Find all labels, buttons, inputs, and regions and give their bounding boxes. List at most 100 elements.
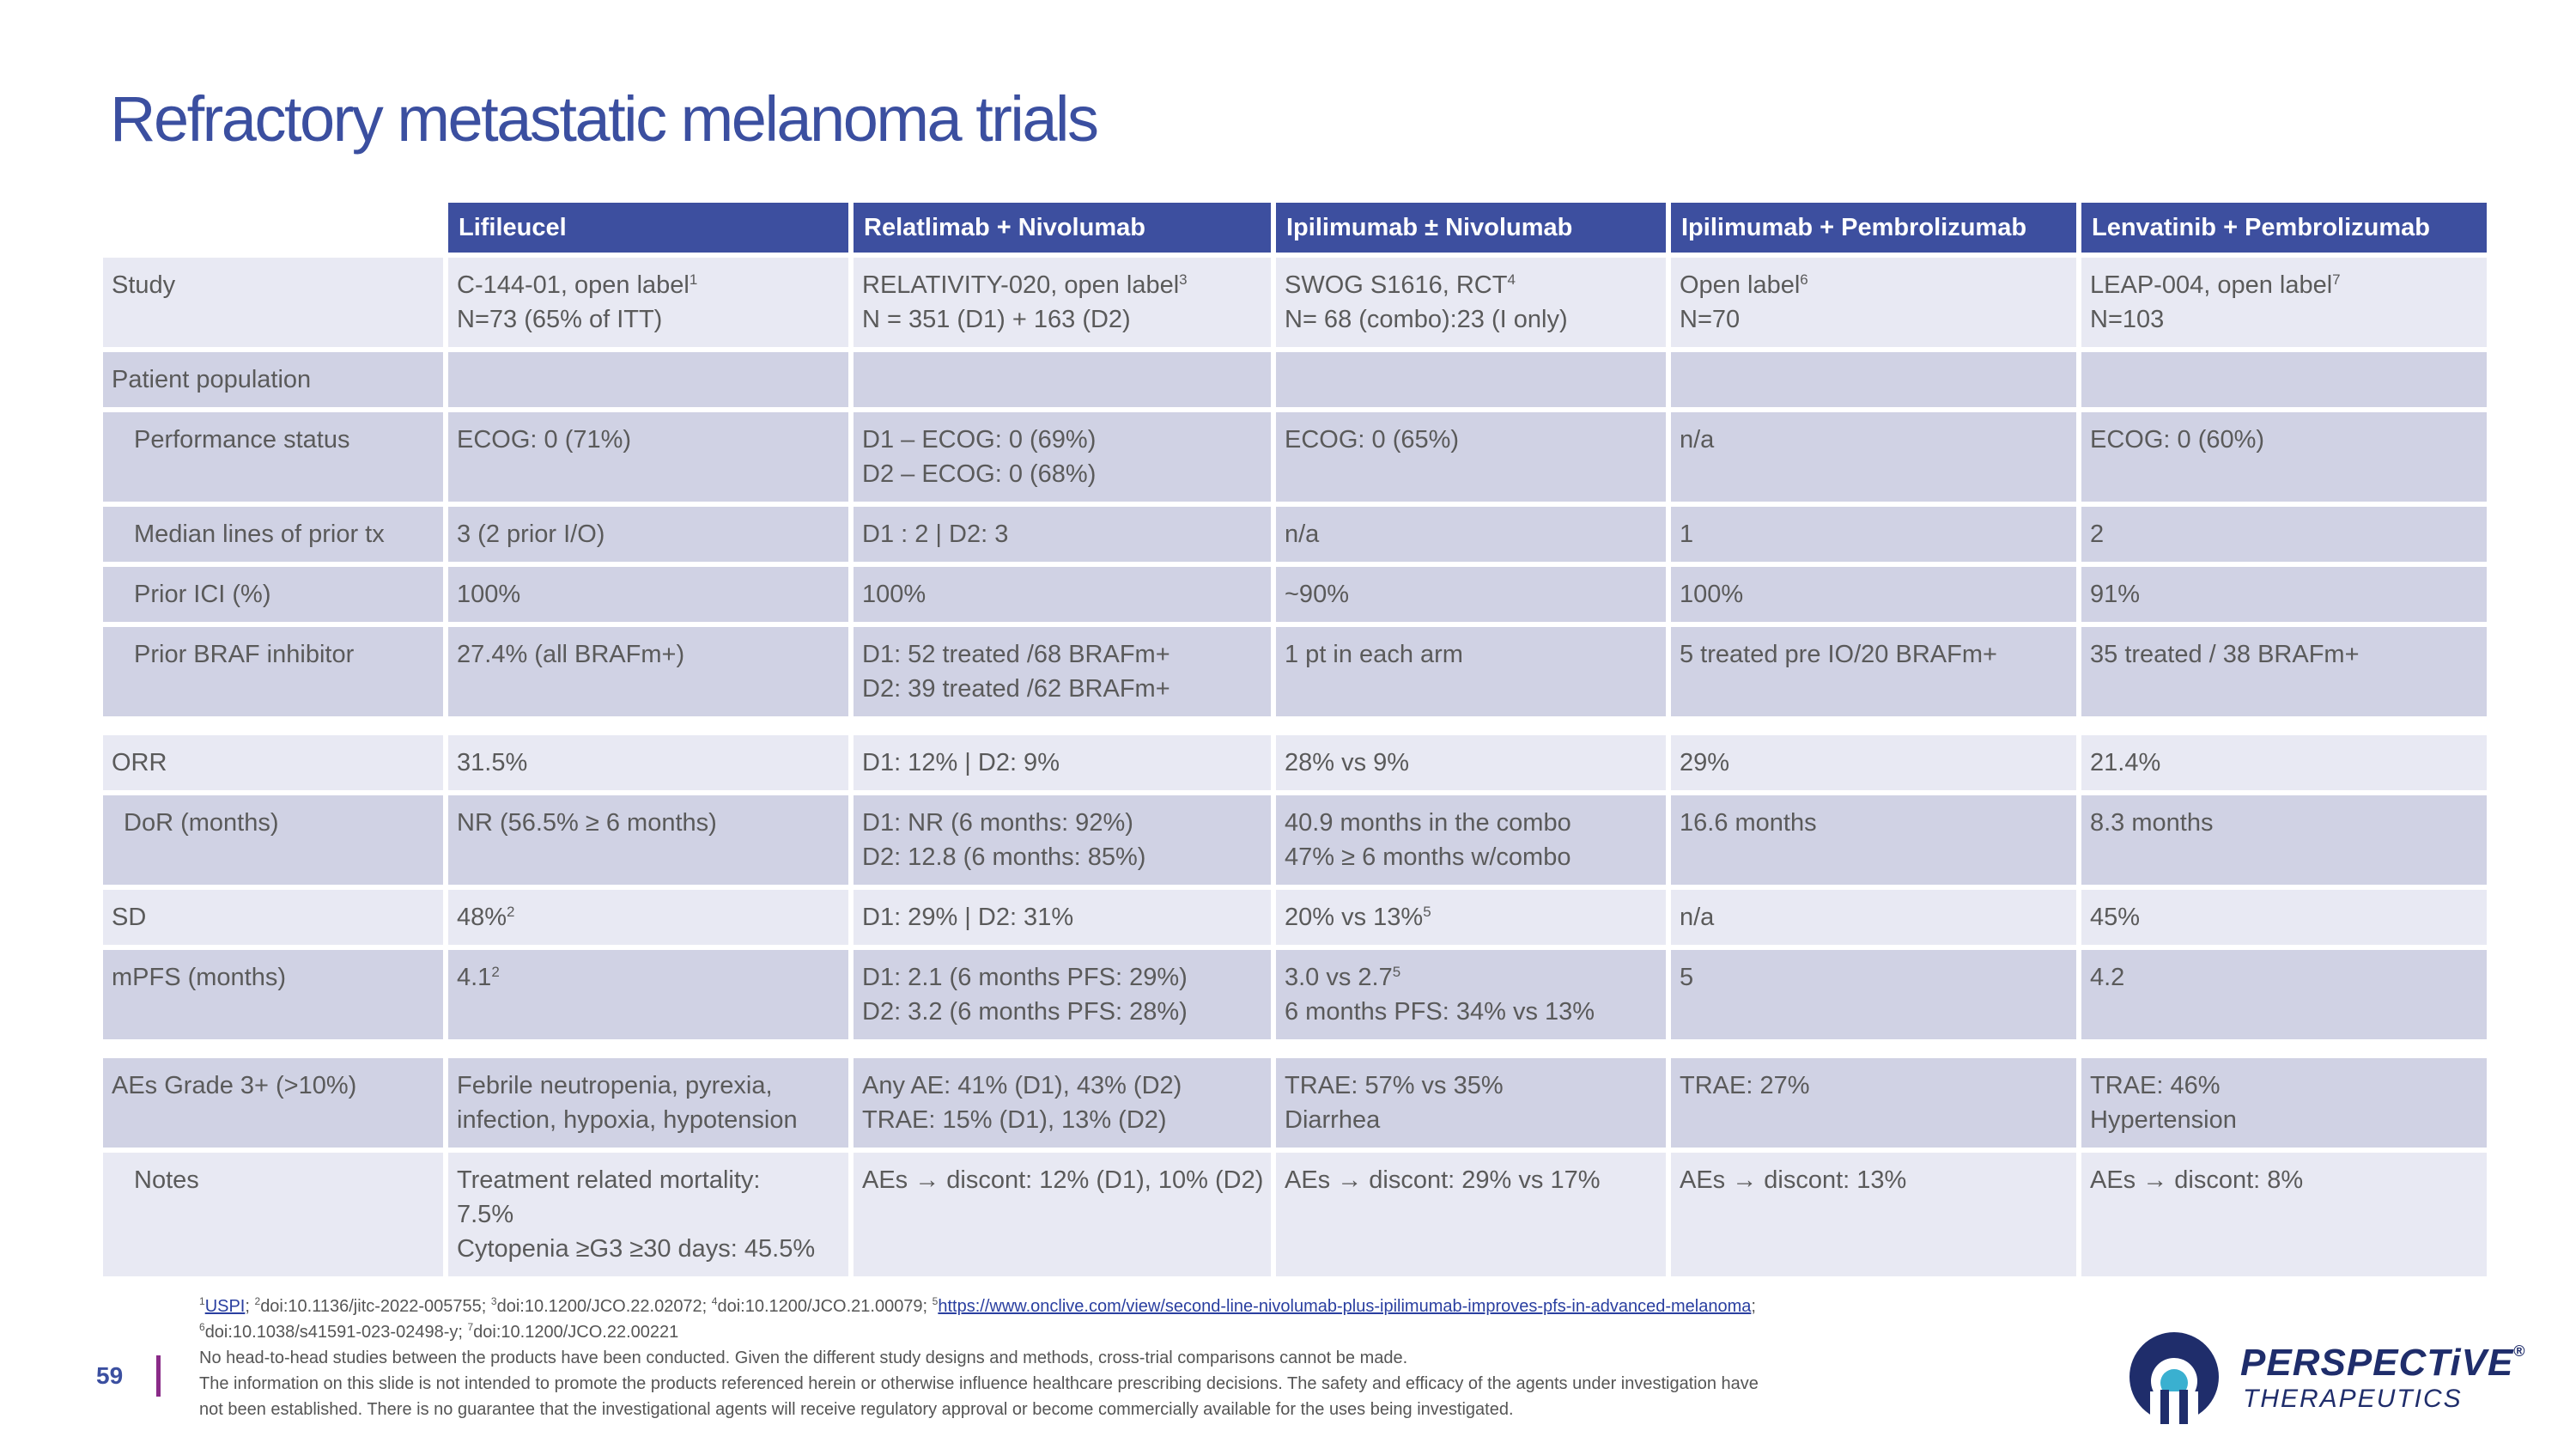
row-spacer — [103, 1044, 2487, 1053]
table-cell: Open label6 N=70 — [1671, 258, 2076, 347]
row-label: Patient population — [103, 352, 443, 407]
table-cell: 48%2 — [448, 890, 848, 945]
table-cell: 28% vs 9% — [1276, 735, 1666, 790]
table-cell: 16.6 months — [1671, 795, 2076, 885]
logo-name: PERSPECTiVE® — [2240, 1342, 2526, 1384]
table-header-row: Lifileucel Relatlimab + Nivolumab Ipilim… — [103, 203, 2487, 253]
table-row-dor: DoR (months) NR (56.5% ≥ 6 months) D1: N… — [103, 795, 2487, 885]
table-cell: RELATIVITY-020, open label3 N = 351 (D1) … — [854, 258, 1271, 347]
table-cell: 1 pt in each arm — [1276, 627, 1666, 716]
row-label: SD — [103, 890, 443, 945]
disclaimer: No head-to-head studies between the prod… — [199, 1349, 1408, 1367]
table-cell: AEs → discont: 12% (D1), 10% (D2) — [854, 1153, 1271, 1276]
col-header-lenvatinib-pembrolizumab: Lenvatinib + Pembrolizumab — [2081, 203, 2487, 253]
table-cell: 8.3 months — [2081, 795, 2487, 885]
table-cell: 100% — [448, 567, 848, 622]
table-cell: D1 – ECOG: 0 (69%) D2 – ECOG: 0 (68%) — [854, 412, 1271, 502]
page-number: 59 — [96, 1362, 124, 1389]
table-cell: C-144-01, open label1 N=73 (65% of ITT) — [448, 258, 848, 347]
table-cell: 35 treated / 38 BRAFm+ — [2081, 627, 2487, 716]
page-divider — [156, 1355, 161, 1397]
table-cell: TRAE: 27% — [1671, 1058, 2076, 1148]
logo-subtitle: THERAPEUTICS — [2243, 1385, 2463, 1413]
table-cell: ~90% — [1276, 567, 1666, 622]
table-cell: AEs → discont: 8% — [2081, 1153, 2487, 1276]
table-cell: D1: 12% | D2: 9% — [854, 735, 1271, 790]
table-cell: 100% — [1671, 567, 2076, 622]
table-cell: TRAE: 46% Hypertension — [2081, 1058, 2487, 1148]
table-cell: Febrile neutropenia, pyrexia, infection, … — [448, 1058, 848, 1148]
row-label: DoR (months) — [103, 795, 443, 885]
table-cell: 4.12 — [448, 950, 848, 1039]
table-row-braf: Prior BRAF inhibitor 27.4% (all BRAFm+) … — [103, 627, 2487, 716]
disclaimer: The information on this slide is not int… — [199, 1374, 1759, 1393]
col-header-lifileucel: Lifileucel — [448, 203, 848, 253]
company-logo: PERSPECTiVE® THERAPEUTICS — [2124, 1330, 2537, 1424]
row-label: Median lines of prior tx — [103, 507, 443, 562]
table-cell: 31.5% — [448, 735, 848, 790]
table-cell: 4.2 — [2081, 950, 2487, 1039]
table-cell: LEAP-004, open label7 N=103 — [2081, 258, 2487, 347]
col-header-ipilimumab-pembrolizumab: Ipilimumab + Pembrolizumab — [1671, 203, 2076, 253]
row-label: Prior ICI (%) — [103, 567, 443, 622]
table-row-study: Study C-144-01, open label1 N=73 (65% of … — [103, 258, 2487, 347]
table-cell: 1 — [1671, 507, 2076, 562]
table-row-lines: Median lines of prior tx 3 (2 prior I/O)… — [103, 507, 2487, 562]
table-cell: 21.4% — [2081, 735, 2487, 790]
table-cell: D1: NR (6 months: 92%) D2: 12.8 (6 months… — [854, 795, 1271, 885]
table-cell: SWOG S1616, RCT4 N= 68 (combo):23 (I only… — [1276, 258, 1666, 347]
table-row-population: Patient population — [103, 352, 2487, 407]
table-cell: 3 (2 prior I/O) — [448, 507, 848, 562]
row-label: mPFS (months) — [103, 950, 443, 1039]
row-label: Prior BRAF inhibitor — [103, 627, 443, 716]
trials-table: Lifileucel Relatlimab + Nivolumab Ipilim… — [98, 198, 2492, 1282]
table-cell: 27.4% (all BRAFm+) — [448, 627, 848, 716]
table-row-aes: AEs Grade 3+ (>10%) Febrile neutropenia,… — [103, 1058, 2487, 1148]
table-cell: n/a — [1671, 412, 2076, 502]
perspective-logo-icon — [2129, 1332, 2219, 1424]
table-cell: 2 — [2081, 507, 2487, 562]
table-cell: D1: 29% | D2: 31% — [854, 890, 1271, 945]
table-cell: 100% — [854, 567, 1271, 622]
disclaimer: not been established. There is no guaran… — [199, 1400, 1514, 1419]
table-cell: 3.0 vs 2.75 6 months PFS: 34% vs 13% — [1276, 950, 1666, 1039]
table-cell: n/a — [1276, 507, 1666, 562]
table-row-ici: Prior ICI (%) 100% 100% ~90% 100% 91% — [103, 567, 2487, 622]
table-cell: TRAE: 57% vs 35% Diarrhea — [1276, 1058, 1666, 1148]
table-cell: AEs → discont: 29% vs 17% — [1276, 1153, 1666, 1276]
table-cell: NR (56.5% ≥ 6 months) — [448, 795, 848, 885]
table-cell: Treatment related mortality: 7.5% Cytopeni… — [448, 1153, 848, 1276]
footnotes: 1USPI; 2doi:10.1136/jitc-2022-005755; 3d… — [199, 1294, 2071, 1422]
footnote-refs-line-1: 1USPI; 2doi:10.1136/jitc-2022-005755; 3d… — [199, 1295, 1756, 1316]
table-cell: D1 : 2 | D2: 3 — [854, 507, 1271, 562]
table-cell: 40.9 months in the combo 47% ≥ 6 months w… — [1276, 795, 1666, 885]
table-cell: D1: 52 treated /68 BRAFm+ D2: 39 treated … — [854, 627, 1271, 716]
row-label: AEs Grade 3+ (>10%) — [103, 1058, 443, 1148]
table-cell: ECOG: 0 (65%) — [1276, 412, 1666, 502]
header-blank — [103, 203, 443, 253]
table-cell: 45% — [2081, 890, 2487, 945]
table-cell: 5 treated pre IO/20 BRAFm+ — [1671, 627, 2076, 716]
table-row-performance: Performance status ECOG: 0 (71%) D1 – EC… — [103, 412, 2487, 502]
table-cell: 5 — [1671, 950, 2076, 1039]
table-cell: n/a — [1671, 890, 2076, 945]
table-cell: ECOG: 0 (60%) — [2081, 412, 2487, 502]
table-cell: 29% — [1671, 735, 2076, 790]
table-row-orr: ORR 31.5% D1: 12% | D2: 9% 28% vs 9% 29%… — [103, 735, 2487, 790]
page-title: Refractory metastatic melanoma trials — [110, 83, 1099, 155]
row-label: Performance status — [103, 412, 443, 502]
table-cell: 91% — [2081, 567, 2487, 622]
onclive-link[interactable]: https://www.onclive.com/view/second-line… — [938, 1297, 1752, 1316]
table-cell: Any AE: 41% (D1), 43% (D2) TRAE: 15% (D1)… — [854, 1058, 1271, 1148]
row-label: ORR — [103, 735, 443, 790]
col-header-ipilimumab-nivolumab: Ipilimumab ± Nivolumab — [1276, 203, 1666, 253]
col-header-relatlimab: Relatlimab + Nivolumab — [854, 203, 1271, 253]
footnote-refs-line-2: 6doi:10.1038/s41591-023-02498-y; 7doi:10… — [199, 1321, 679, 1342]
table-row-sd: SD 48%2 D1: 29% | D2: 31% 20% vs 13%5 n/… — [103, 890, 2487, 945]
table-row-notes: Notes Treatment related mortality: 7.5% Cy… — [103, 1153, 2487, 1276]
table-cell: 20% vs 13%5 — [1276, 890, 1666, 945]
uspi-link[interactable]: USPI — [204, 1297, 246, 1316]
row-label: Notes — [103, 1153, 443, 1276]
table-cell: D1: 2.1 (6 months PFS: 29%) D2: 3.2 (6 mo… — [854, 950, 1271, 1039]
table-cell: ECOG: 0 (71%) — [448, 412, 848, 502]
